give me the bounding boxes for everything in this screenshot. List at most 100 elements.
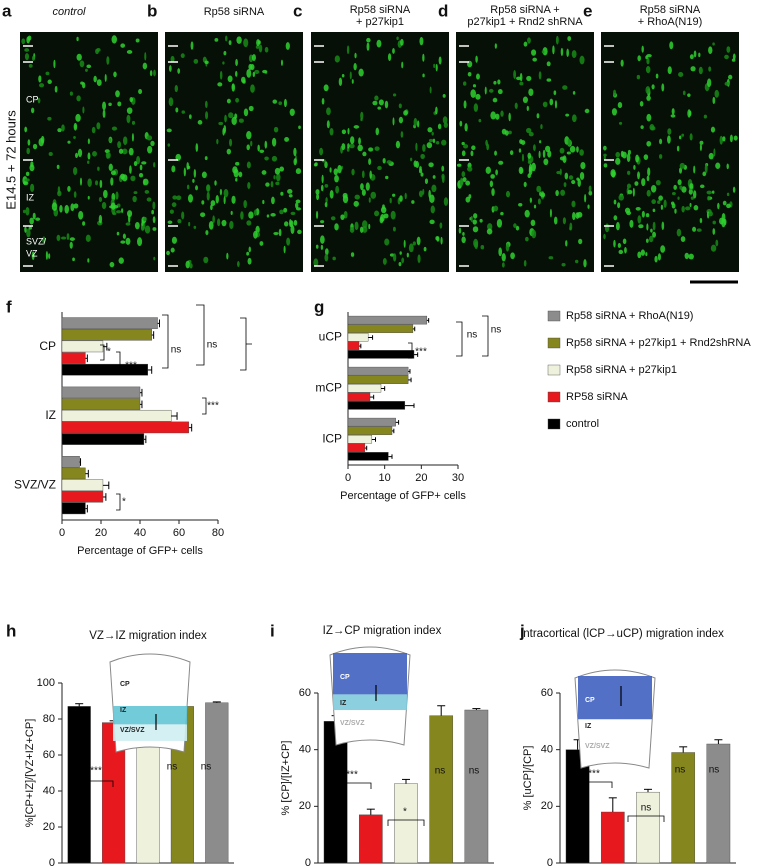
cell: [513, 223, 517, 228]
cell: [490, 111, 496, 120]
significance-label: ***: [346, 770, 358, 781]
cell: [399, 251, 402, 255]
cell: [32, 143, 38, 150]
cell: [24, 178, 30, 182]
cell: [25, 171, 30, 176]
cell: [91, 126, 96, 134]
cell: [73, 135, 76, 140]
significance-label: ns: [467, 330, 478, 341]
x-tick-label: 40: [134, 527, 146, 539]
cell: [332, 256, 336, 261]
cell: [692, 226, 697, 232]
cell: [574, 259, 579, 264]
cell: [543, 158, 549, 166]
cell: [30, 183, 35, 192]
cell: [228, 40, 232, 45]
cell: [141, 161, 147, 165]
cell: [693, 190, 697, 199]
cell: [53, 59, 56, 69]
cell: [128, 147, 134, 156]
cell: [253, 230, 258, 239]
cell: [618, 121, 623, 125]
cell: [24, 126, 28, 133]
cell: [520, 140, 526, 145]
bar: [347, 333, 369, 342]
cell: [728, 74, 733, 80]
cell: [429, 86, 432, 94]
cell: [396, 36, 399, 41]
cell: [603, 233, 606, 240]
bracket: [627, 815, 665, 822]
diagram-label: VZ/SVZ: [585, 743, 610, 750]
cell: [174, 84, 179, 93]
bar: [61, 433, 145, 445]
cell: [531, 229, 537, 239]
cell: [201, 200, 205, 205]
cell: [243, 199, 247, 209]
cell: [435, 106, 438, 115]
cell: [264, 140, 268, 149]
cell: [519, 81, 524, 86]
cell: [271, 155, 278, 162]
panel-letter: c: [293, 1, 302, 20]
bracket: [116, 493, 121, 511]
cell: [715, 162, 721, 170]
bar: [67, 706, 91, 864]
cell: [423, 246, 427, 252]
bracket: [196, 304, 205, 366]
cell: [283, 221, 289, 227]
cell: [588, 190, 593, 196]
cell: [354, 52, 357, 59]
cell: [195, 185, 199, 191]
cell: [133, 161, 138, 167]
cell: [724, 54, 729, 60]
cell: [462, 231, 465, 236]
cell: [87, 152, 91, 160]
cell: [285, 42, 290, 50]
cell: [564, 172, 569, 180]
diagram-layer: [333, 653, 407, 695]
cell: [121, 208, 124, 214]
bracket: [240, 317, 252, 371]
cell: [655, 73, 659, 79]
cell: [640, 125, 644, 129]
cell: [646, 95, 651, 101]
cell: [537, 198, 541, 205]
cell: [658, 195, 663, 201]
cell: [70, 203, 75, 212]
bar: [347, 341, 360, 351]
cell: [415, 161, 420, 168]
chart-title: Intracortical (lCP→uCP) migration index: [520, 628, 724, 640]
cell: [579, 55, 585, 65]
bar: [347, 443, 366, 453]
cell: [103, 189, 108, 199]
bar: [61, 409, 172, 422]
cell: [417, 254, 421, 264]
cell: [24, 48, 30, 52]
cell: [134, 221, 140, 230]
cell: [708, 66, 712, 72]
cell: [500, 110, 504, 117]
cell: [183, 167, 186, 177]
cell: [354, 194, 360, 200]
cell: [288, 194, 293, 198]
cell: [571, 114, 577, 123]
cell: [368, 197, 371, 203]
cell: [714, 89, 720, 98]
cell: [264, 156, 269, 161]
cell: [246, 68, 252, 78]
cell: [96, 122, 101, 130]
cell: [238, 118, 244, 123]
cell: [603, 153, 607, 157]
cell: [708, 152, 714, 160]
cell: [403, 239, 406, 248]
cell: [61, 124, 65, 132]
cell: [579, 171, 585, 180]
cell: [458, 227, 462, 234]
cell: [334, 55, 340, 63]
y-axis-label: %[CP+IZ]/[VZ+IZ+CP]: [24, 719, 36, 828]
cell: [679, 185, 683, 190]
cell: [657, 200, 661, 205]
cell: [272, 99, 278, 104]
cell: [217, 218, 221, 227]
